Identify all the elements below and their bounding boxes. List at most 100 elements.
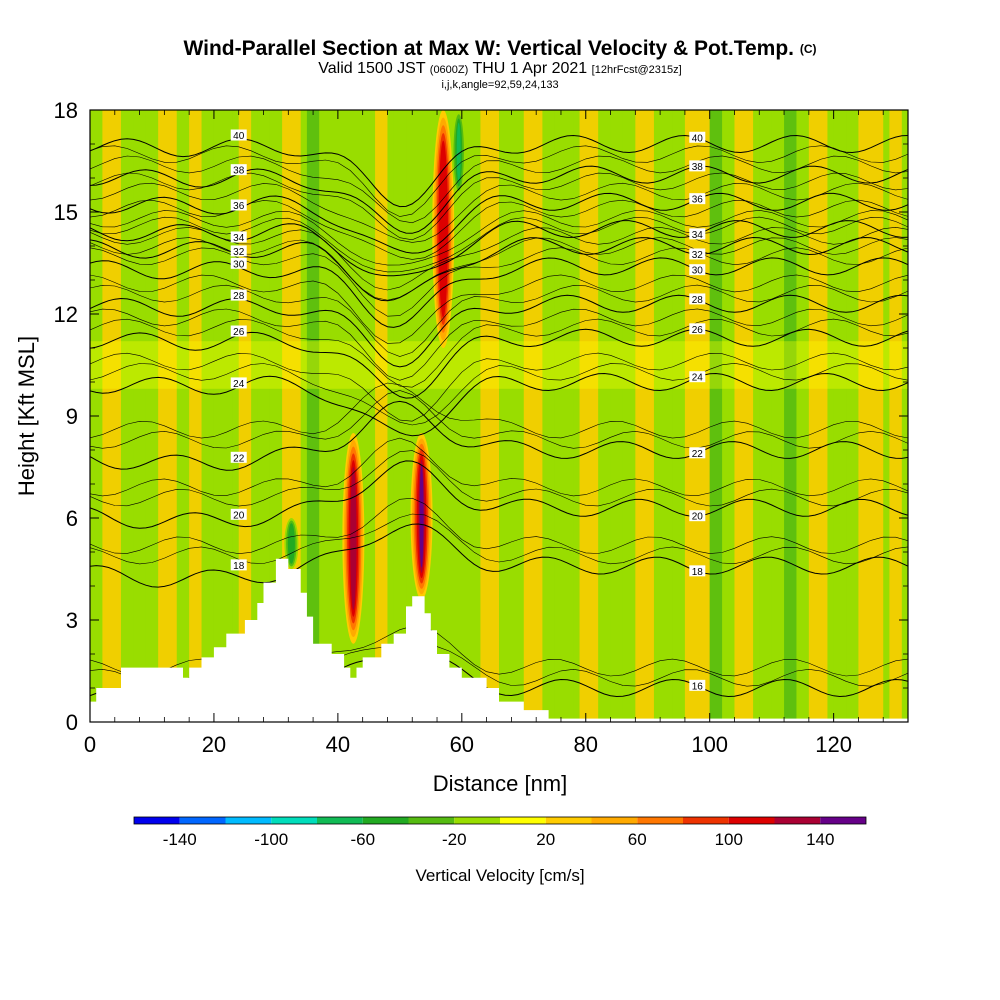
y-tick-label: 6	[66, 506, 78, 531]
colorbar-swatch	[317, 817, 363, 824]
x-tick-label: 40	[326, 732, 350, 757]
colorbar-tick-label: -100	[254, 830, 288, 849]
field-band	[808, 110, 828, 722]
field-band	[480, 110, 499, 722]
theta-label-bg	[689, 447, 706, 459]
x-tick-label: 0	[84, 732, 96, 757]
theta-label-bg	[689, 679, 706, 691]
theta-contour-minor	[90, 390, 908, 449]
theta-label-bg	[689, 293, 706, 305]
x-tick-label: 100	[691, 732, 728, 757]
y-tick-label: 9	[66, 404, 78, 429]
theta-contour-minor	[90, 226, 908, 291]
x-tick-label: 20	[202, 732, 226, 757]
field-band	[158, 110, 177, 722]
theta-contour-minor	[90, 216, 908, 273]
colorbar-swatch	[179, 817, 226, 824]
y-axis-label: Height [Kft MSL]	[14, 336, 39, 496]
x-tick-label: 80	[574, 732, 598, 757]
theta-contour	[90, 400, 908, 471]
theta-label-bg	[689, 228, 706, 240]
theta-label: 18	[692, 567, 704, 578]
theta-label: 34	[233, 233, 245, 244]
theta-label-bg	[230, 231, 247, 243]
theta-label-bg	[689, 193, 706, 205]
colorbar-swatch	[728, 817, 775, 824]
theta-contour	[90, 523, 908, 588]
theta-contour-minor	[90, 209, 908, 266]
colorbar-swatch	[362, 817, 409, 824]
theta-label-bg	[230, 129, 247, 141]
theta-label: 30	[233, 259, 245, 270]
theta-label-bg	[689, 510, 706, 522]
downdraft-core	[456, 122, 461, 183]
valid-time: Valid 1500 JST (0600Z) THU 1 Apr 2021 [1…	[0, 60, 1000, 79]
theta-label-bg	[689, 131, 706, 143]
y-tick-label: 15	[54, 200, 78, 225]
theta-contour-minor	[90, 182, 908, 243]
colorbar-label: Vertical Velocity [cm/s]	[415, 866, 584, 885]
theta-contour-minor	[90, 155, 908, 224]
terrain-fill	[90, 558, 561, 722]
theta-contour	[90, 460, 908, 529]
theta-label-bg	[230, 559, 247, 571]
theta-label-bg	[230, 508, 247, 520]
colorbar-tick-label: -60	[350, 830, 375, 849]
field-band	[189, 110, 202, 722]
theta-contour-minor	[90, 450, 908, 507]
theta-label: 36	[233, 201, 245, 212]
field-band	[635, 110, 654, 722]
field-band	[784, 110, 797, 722]
updraft-core	[419, 465, 424, 568]
theta-label: 20	[692, 512, 704, 523]
theta-label-bg	[230, 245, 247, 257]
valid-date: THU 1 Apr 2021	[472, 60, 588, 77]
field-band	[833, 110, 847, 722]
field-band	[306, 110, 320, 722]
field-band	[858, 110, 884, 722]
theta-label-bg	[689, 264, 706, 276]
colorbar-tick-label: 60	[628, 830, 647, 849]
theta-contour-minor	[90, 318, 908, 388]
x-tick-label: 120	[815, 732, 852, 757]
field-band	[523, 110, 543, 722]
colorbar-swatch	[454, 817, 500, 824]
x-axis-label: Distance [nm]	[433, 771, 568, 796]
theta-contour-minor	[90, 382, 908, 439]
chart-title: Wind-Parallel Section at Max W: Vertical…	[0, 38, 1000, 60]
theta-contour-minor	[90, 274, 908, 344]
theta-contour-minor	[90, 237, 908, 301]
theta-label-bg	[230, 257, 247, 269]
colorbar: -140 -100 -60 -20 20 60 100 140	[133, 816, 867, 849]
theta-label-bg	[689, 371, 706, 383]
theta-label: 22	[692, 449, 704, 460]
theta-label-bg	[689, 248, 706, 260]
field-band	[660, 110, 673, 722]
downdraft-core	[287, 523, 295, 564]
colorbar-swatch	[408, 817, 455, 824]
colorbar-swatch	[134, 817, 180, 824]
theta-contour-minor	[90, 352, 908, 422]
field-band	[102, 110, 121, 722]
colorbar-tick-label: 140	[806, 830, 834, 849]
theta-label: 38	[692, 162, 704, 173]
grid-indices: i,j,k,angle=92,59,24,133	[441, 79, 559, 91]
theta-label-bg	[230, 325, 247, 337]
field-band	[759, 110, 772, 722]
forecast-info: [12hrFcst@2315z]	[591, 64, 682, 76]
colorbar-swatch	[271, 817, 317, 824]
theta-contour-minor	[90, 247, 908, 317]
theta-label: 30	[692, 266, 704, 277]
field-band	[319, 110, 338, 722]
theta-contour	[90, 294, 908, 368]
velocity-field	[90, 110, 908, 722]
field-layer	[90, 341, 908, 389]
colorbar-tick-label: 100	[715, 830, 743, 849]
theta-label: 16	[692, 681, 704, 692]
field-band	[554, 110, 574, 722]
y-tick-label: 3	[66, 608, 78, 633]
colorbar-swatch	[774, 817, 821, 824]
colorbar-tick-label: -140	[163, 830, 197, 849]
theta-contour-minor	[90, 513, 908, 565]
